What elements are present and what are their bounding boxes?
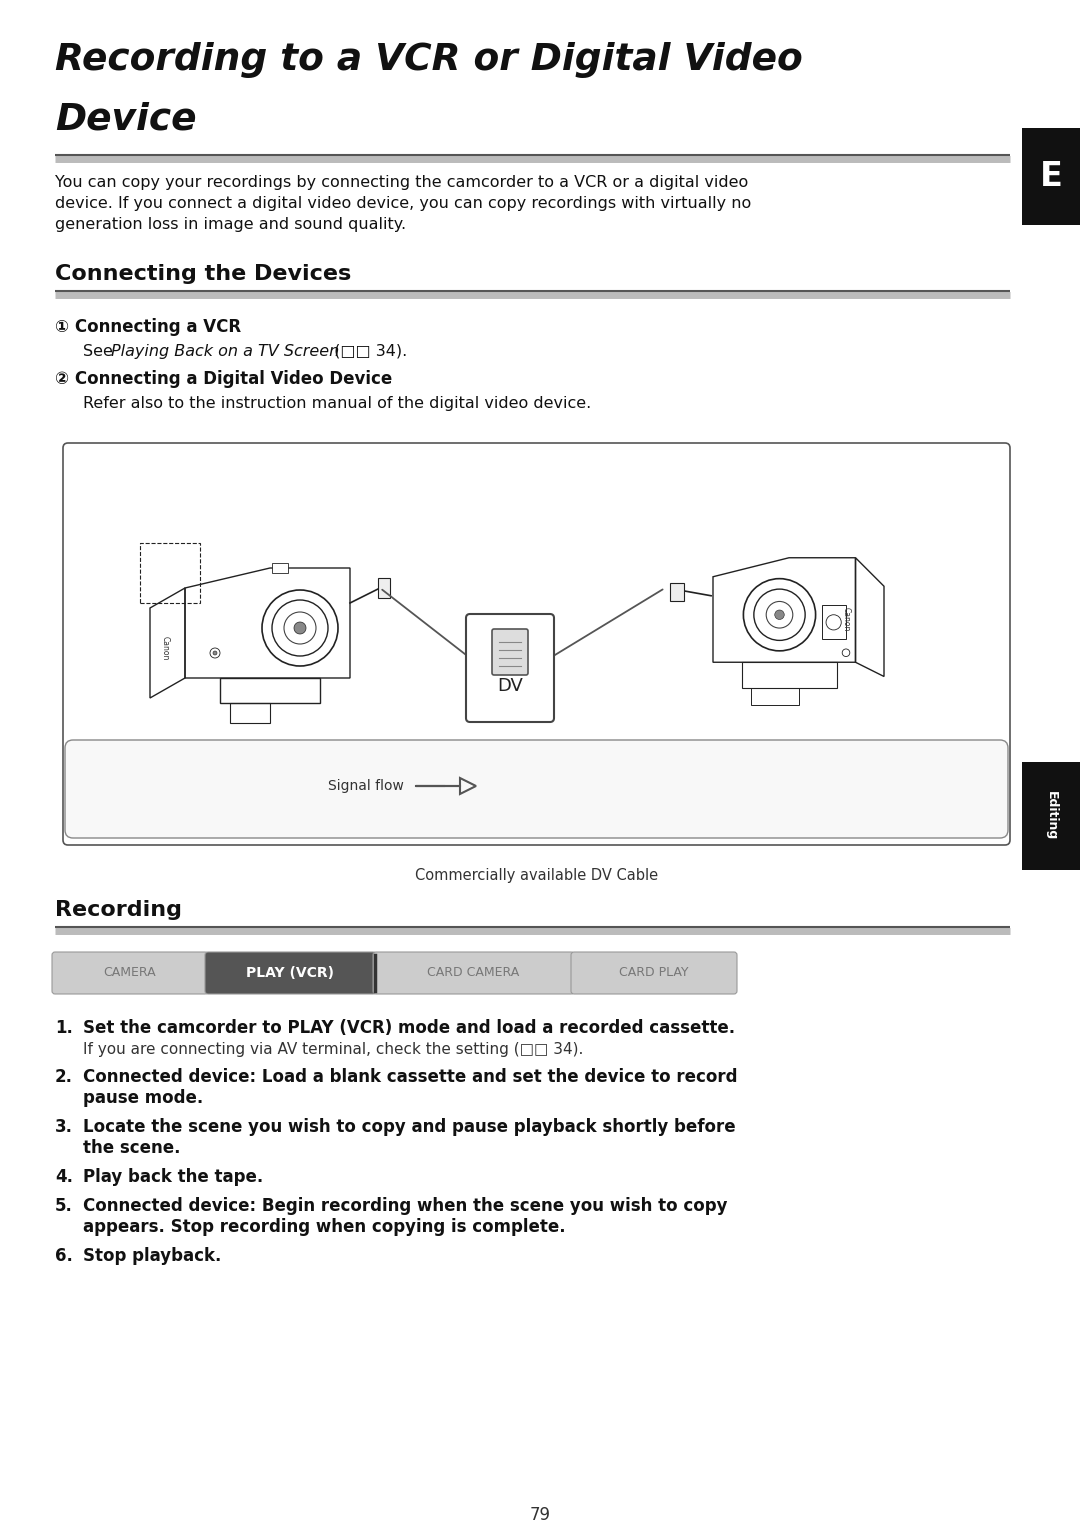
Text: Canon: Canon	[161, 635, 170, 660]
Bar	[822, 606, 846, 638]
Text: (□□ 34).: (□□ 34).	[329, 344, 407, 359]
Text: Connecting the Devices: Connecting the Devices	[55, 264, 351, 284]
Text: Locate the scene you wish to copy and pause playback shortly before: Locate the scene you wish to copy and pa…	[83, 1118, 735, 1137]
Text: 4.: 4.	[55, 1167, 73, 1186]
Bar	[1022, 127, 1080, 225]
Text: generation loss in image and sound quality.: generation loss in image and sound quali…	[55, 216, 406, 232]
Text: pause mode.: pause mode.	[83, 1089, 203, 1108]
Bar	[1022, 762, 1080, 870]
Text: Editing: Editing	[1044, 792, 1057, 841]
FancyBboxPatch shape	[65, 739, 1008, 838]
FancyBboxPatch shape	[205, 953, 376, 994]
Text: Stop playback.: Stop playback.	[83, 1247, 221, 1266]
Text: 2.: 2.	[55, 1068, 73, 1086]
Text: ② Connecting a Digital Video Device: ② Connecting a Digital Video Device	[55, 370, 392, 388]
Text: appears. Stop recording when copying is complete.: appears. Stop recording when copying is …	[83, 1218, 566, 1236]
FancyBboxPatch shape	[373, 953, 573, 994]
Bar	[272, 563, 288, 574]
Text: Set the camcorder to PLAY (VCR) mode and load a recorded cassette.: Set the camcorder to PLAY (VCR) mode and…	[83, 1019, 735, 1037]
Text: E: E	[1040, 160, 1063, 193]
FancyBboxPatch shape	[52, 953, 208, 994]
Text: Connected device: Load a blank cassette and set the device to record: Connected device: Load a blank cassette …	[83, 1068, 738, 1086]
Text: Commercially available DV Cable: Commercially available DV Cable	[415, 868, 658, 884]
Text: Play back the tape.: Play back the tape.	[83, 1167, 264, 1186]
Circle shape	[294, 621, 306, 634]
Text: CAMERA: CAMERA	[104, 966, 157, 980]
Text: Playing Back on a TV Screen: Playing Back on a TV Screen	[111, 344, 339, 359]
Text: 5.: 5.	[55, 1197, 72, 1215]
FancyBboxPatch shape	[63, 443, 1010, 845]
Text: You can copy your recordings by connecting the camcorder to a VCR or a digital v: You can copy your recordings by connecti…	[55, 175, 748, 190]
Text: Recording: Recording	[55, 900, 183, 920]
Text: Canon: Canon	[841, 607, 851, 632]
Text: 3.: 3.	[55, 1118, 73, 1137]
FancyBboxPatch shape	[571, 953, 737, 994]
Text: Recording to a VCR or Digital Video: Recording to a VCR or Digital Video	[55, 41, 802, 78]
Text: DV: DV	[497, 676, 523, 695]
Text: 79: 79	[529, 1506, 551, 1523]
Text: See: See	[83, 344, 118, 359]
Text: device. If you connect a digital video device, you can copy recordings with virt: device. If you connect a digital video d…	[55, 196, 752, 212]
Text: the scene.: the scene.	[83, 1140, 180, 1157]
Text: CARD CAMERA: CARD CAMERA	[428, 966, 519, 980]
FancyBboxPatch shape	[492, 629, 528, 675]
Circle shape	[213, 650, 217, 655]
Bar	[378, 578, 390, 598]
Text: Connected device: Begin recording when the scene you wish to copy: Connected device: Begin recording when t…	[83, 1197, 728, 1215]
FancyBboxPatch shape	[465, 614, 554, 723]
Text: 6.: 6.	[55, 1247, 72, 1266]
Text: Device: Device	[55, 101, 197, 138]
Text: Signal flow: Signal flow	[328, 779, 404, 793]
Text: CARD PLAY: CARD PLAY	[619, 966, 689, 980]
Bar	[671, 583, 684, 600]
Circle shape	[774, 611, 784, 620]
Text: PLAY (VCR): PLAY (VCR)	[246, 966, 335, 980]
Text: Refer also to the instruction manual of the digital video device.: Refer also to the instruction manual of …	[83, 396, 591, 411]
Text: ① Connecting a VCR: ① Connecting a VCR	[55, 318, 241, 336]
Text: 1.: 1.	[55, 1019, 72, 1037]
Text: If you are connecting via AV terminal, check the setting (□□ 34).: If you are connecting via AV terminal, c…	[83, 1042, 583, 1057]
